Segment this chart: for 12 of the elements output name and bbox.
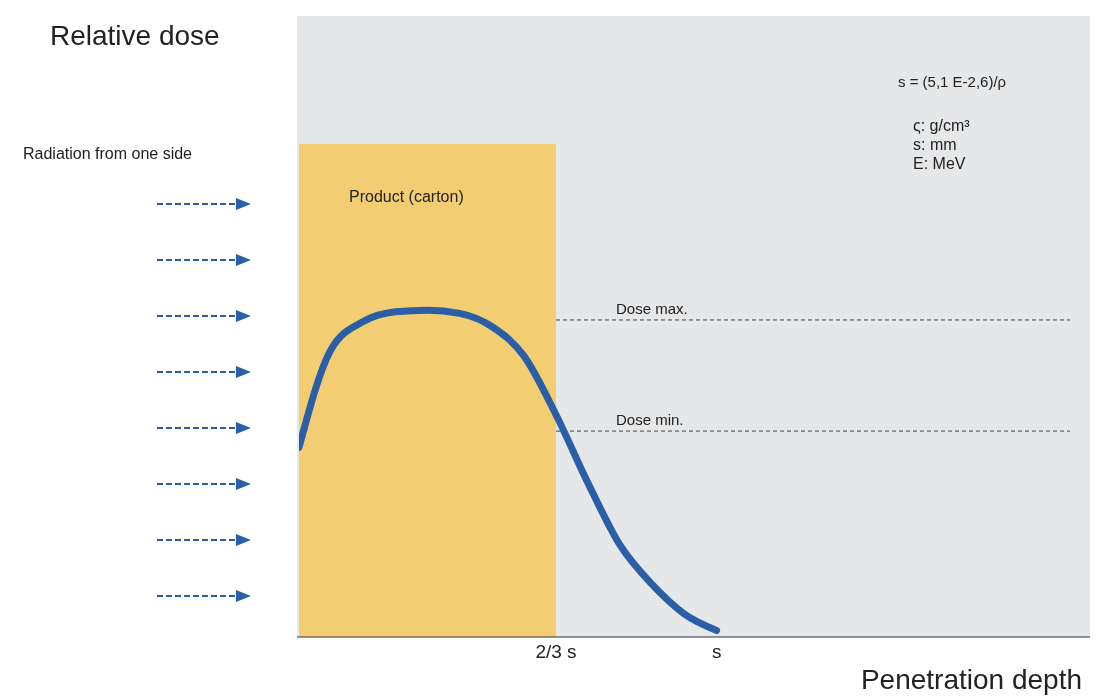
text: s = (5,1 E-2,6)/ρ [898,73,1007,90]
text: ς: g/cm³ [913,116,970,135]
x-tick-label: s [711,641,722,663]
x-tick-label: 2/3 s [535,641,577,663]
ref-line-label: Dose min. [616,410,684,428]
text: Product (carton) [349,188,464,206]
ref-line-label: Dose max. [616,299,688,317]
text: Relative dose [50,20,220,52]
text: s: mm [913,135,958,154]
text: E: MeV [913,154,967,173]
text: Radiation from one side [23,145,192,163]
x-axis-title: Penetration depth [860,664,1082,696]
